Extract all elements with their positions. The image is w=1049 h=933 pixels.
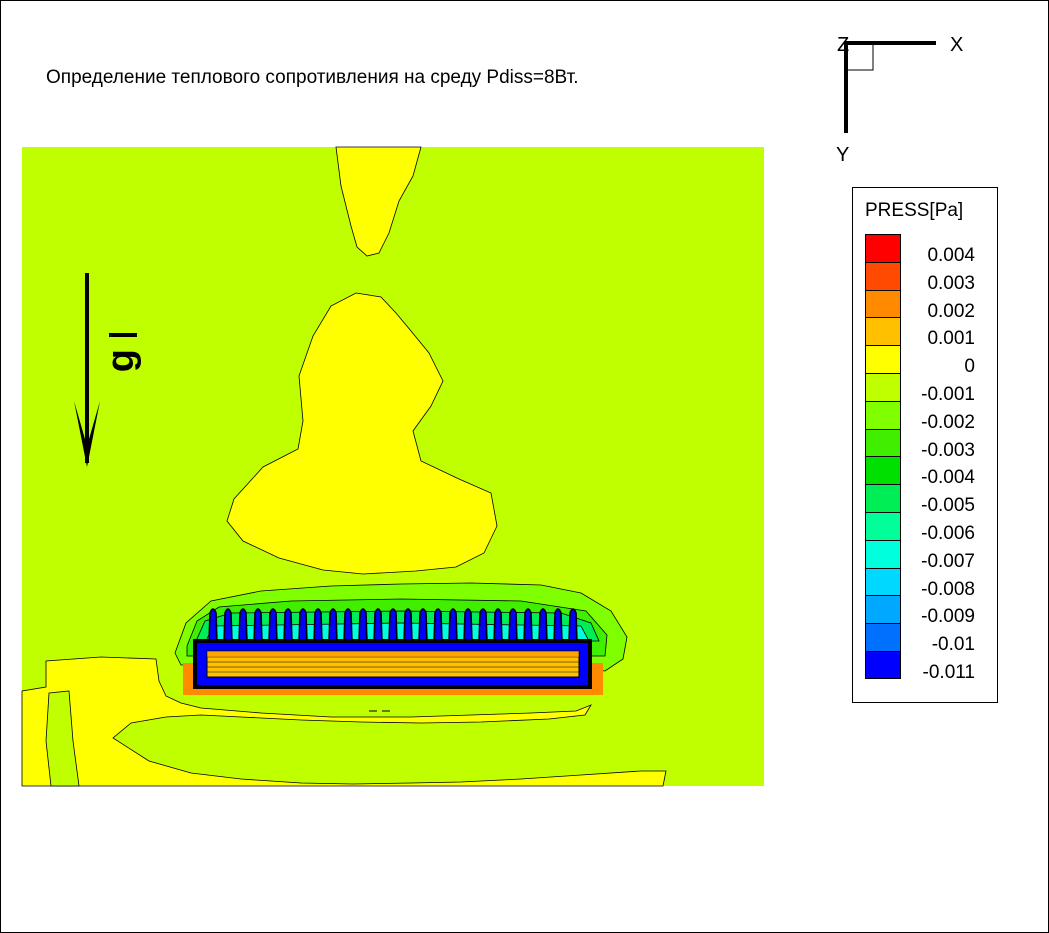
heatsink-fin: [433, 608, 443, 644]
gravity-label: g: [100, 349, 142, 372]
plume-top: [335, 146, 422, 257]
legend-swatch: [865, 261, 901, 290]
legend-swatch: [865, 234, 901, 262]
plume-left-inner: [45, 690, 80, 787]
heatsink-fin: [553, 608, 563, 644]
heatsink-fin: [478, 608, 488, 644]
heatsink-fin: [223, 608, 233, 644]
legend-tick-label: 0.001: [927, 328, 975, 350]
heatsink-fin: [373, 608, 383, 644]
legend-swatch: [865, 428, 901, 457]
plume-left: [21, 656, 667, 787]
legend-swatch: [865, 345, 901, 373]
legend-tick-label: -0.002: [921, 411, 975, 433]
legend-tick-label: 0.004: [927, 244, 975, 266]
legend-tick-label: -0.001: [921, 383, 975, 405]
legend-tick-label: -0.009: [921, 606, 975, 628]
legend-swatch: [865, 623, 901, 651]
heatsink-fin: [238, 608, 248, 644]
legend-title: PRESS[Pa]: [865, 200, 964, 221]
legend-swatch: [865, 567, 901, 596]
heatsink-fin: [508, 608, 518, 644]
legend-swatch: [865, 512, 901, 540]
heatsink-fin: [328, 608, 338, 644]
legend-tick-label: -0.01: [931, 634, 975, 656]
legend-swatch: [865, 456, 901, 485]
legend-tick-label: -0.006: [921, 522, 975, 544]
x-axis-label: X: [950, 34, 963, 56]
heatsink-fin: [313, 608, 323, 644]
gravity-arrow-icon: [74, 273, 100, 467]
legend-tick-label: 0.003: [927, 272, 975, 294]
z-axis-label: Z: [837, 34, 849, 56]
legend-tick-label: -0.005: [921, 495, 975, 517]
legend-swatch: [865, 539, 901, 568]
legend-swatch: [865, 595, 901, 624]
heatsink-fin: [388, 608, 398, 644]
heatsink-fin: [253, 608, 263, 644]
plume-center: [226, 292, 498, 575]
heatsink-fin: [283, 608, 293, 644]
heatsink-fin: [418, 608, 428, 644]
heatsink-fin: [358, 608, 368, 644]
heatsink-fin: [298, 608, 308, 644]
legend-tick-label: -0.007: [921, 550, 975, 572]
heatsink-fin: [343, 608, 353, 644]
figure-title: Определение теплового сопротивления на с…: [46, 67, 579, 88]
legend-tick-label: -0.003: [921, 439, 975, 461]
legend-swatch: [865, 484, 901, 512]
heatsink-fin: [568, 608, 578, 644]
axis-triad: [844, 41, 936, 133]
legend-swatch: [865, 373, 901, 401]
legend-swatch: [865, 317, 901, 346]
heatsink-fin: [463, 608, 473, 644]
heatsink-fin: [403, 608, 413, 644]
legend-swatch: [865, 651, 901, 679]
legend-tick-label: -0.008: [921, 578, 975, 600]
legend-tick-label: 0.002: [927, 300, 975, 322]
heatsink-fin: [493, 608, 503, 644]
heatsink-fin: [448, 608, 458, 644]
heatsink-fin: [268, 608, 278, 644]
legend-tick-label: -0.004: [921, 467, 975, 489]
legend: PRESS[Pa] 0.004 0.003 0.002 0.001 0 -0.001 -0.…: [852, 187, 998, 703]
heatsink-fin: [523, 608, 533, 644]
legend-tick-label: -0.011: [922, 661, 975, 683]
legend-tick-label: 0: [964, 356, 975, 378]
legend-swatch: [865, 289, 901, 318]
y-axis-label: Y: [836, 144, 849, 166]
heatsink-fins: [208, 608, 578, 644]
heatsink-fin: [208, 608, 218, 644]
legend-swatch: [865, 400, 901, 429]
heatsink-fin: [538, 608, 548, 644]
